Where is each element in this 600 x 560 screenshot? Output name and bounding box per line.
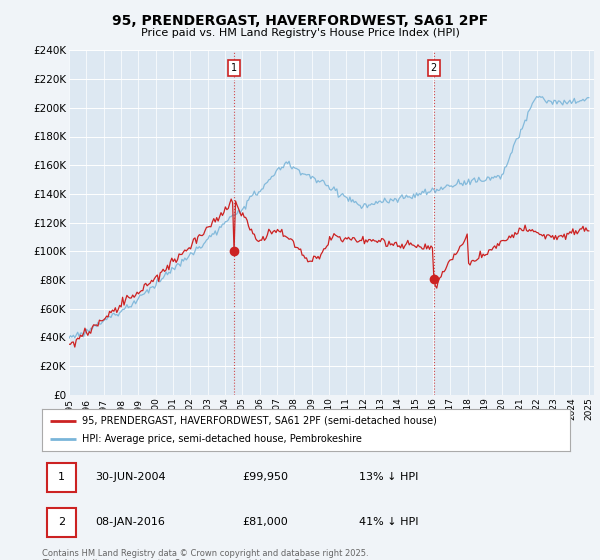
FancyBboxPatch shape (47, 507, 76, 537)
Text: 30-JUN-2004: 30-JUN-2004 (95, 473, 166, 482)
Text: £81,000: £81,000 (242, 517, 289, 527)
Text: Price paid vs. HM Land Registry's House Price Index (HPI): Price paid vs. HM Land Registry's House … (140, 28, 460, 38)
Text: 2: 2 (431, 63, 437, 73)
Text: 08-JAN-2016: 08-JAN-2016 (95, 517, 164, 527)
Text: 95, PRENDERGAST, HAVERFORDWEST, SA61 2PF (semi-detached house): 95, PRENDERGAST, HAVERFORDWEST, SA61 2PF… (82, 416, 436, 426)
Text: 2: 2 (58, 517, 65, 527)
Text: Contains HM Land Registry data © Crown copyright and database right 2025.
This d: Contains HM Land Registry data © Crown c… (42, 549, 368, 560)
Text: 95, PRENDERGAST, HAVERFORDWEST, SA61 2PF: 95, PRENDERGAST, HAVERFORDWEST, SA61 2PF (112, 14, 488, 28)
FancyBboxPatch shape (47, 463, 76, 492)
Text: £99,950: £99,950 (242, 473, 289, 482)
Text: 13% ↓ HPI: 13% ↓ HPI (359, 473, 418, 482)
Text: 1: 1 (231, 63, 237, 73)
Text: 1: 1 (58, 473, 65, 482)
Text: HPI: Average price, semi-detached house, Pembrokeshire: HPI: Average price, semi-detached house,… (82, 434, 361, 444)
Text: 41% ↓ HPI: 41% ↓ HPI (359, 517, 418, 527)
